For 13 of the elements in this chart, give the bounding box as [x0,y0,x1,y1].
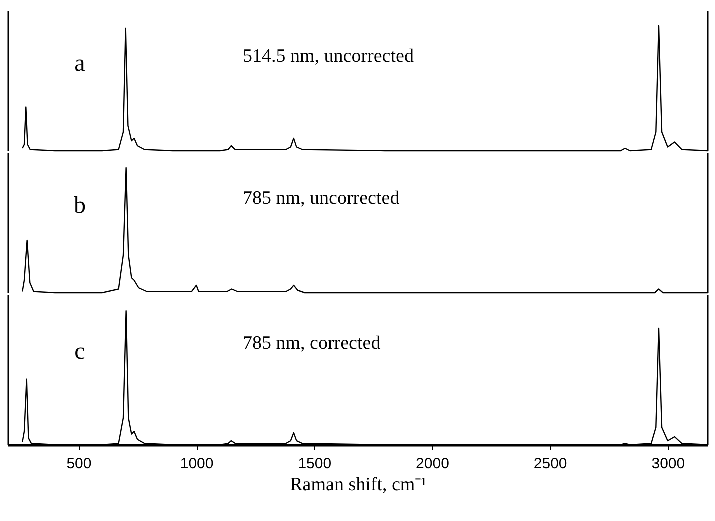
annotation: c [74,339,86,365]
x-tick-label: 500 [66,456,92,472]
annotation: a [74,51,86,78]
x-tick-label: 3000 [652,456,686,472]
x-tick-label: 1500 [298,456,332,472]
x-tick-label: 1000 [180,456,214,472]
text: 785 nm, uncorrected [243,188,400,209]
text: 785 nm, corrected [243,333,382,354]
text: 514.5 nm, uncorrected [243,46,414,67]
annotation: b [74,193,86,220]
x-tick-label: 2500 [534,456,568,472]
x-tick-label: 2000 [416,456,450,472]
x-axis-title: Raman shift, cm⁻¹ [290,474,428,496]
